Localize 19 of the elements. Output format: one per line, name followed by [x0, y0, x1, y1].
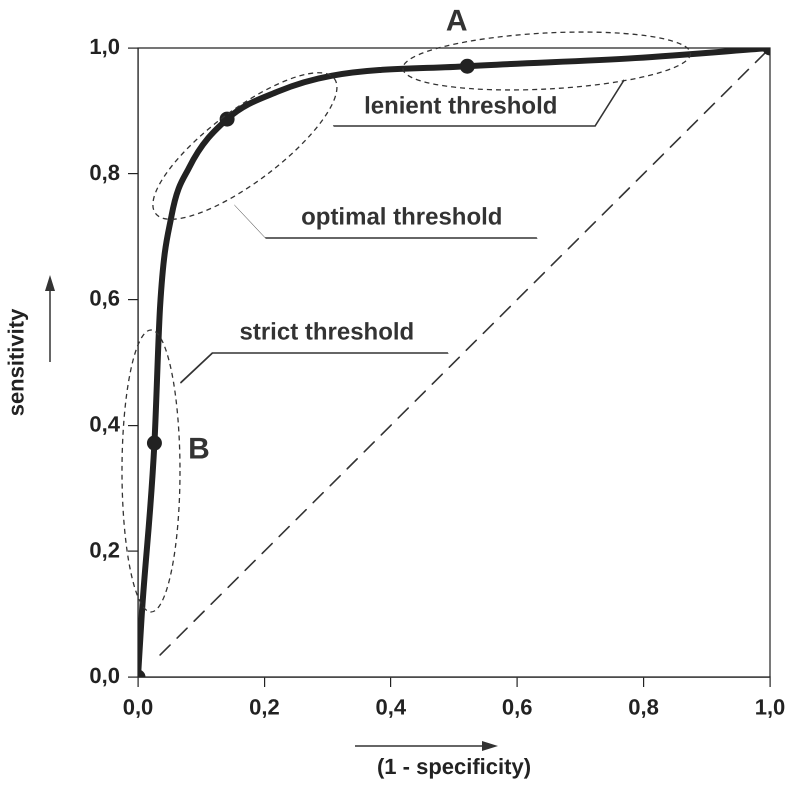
- annotation: B: [188, 432, 210, 466]
- y-tick-label: 0,6: [89, 286, 120, 311]
- x-tick-label: 0,0: [122, 694, 154, 720]
- x-tick-label: 0,6: [502, 694, 532, 720]
- y-axis-title: sensitivity: [3, 308, 28, 416]
- x-tick-label: 0,4: [376, 694, 407, 720]
- text: A: [446, 4, 468, 38]
- x-axis-title: (1 - specificity): [376, 754, 532, 779]
- annotation: strict threshold: [240, 318, 414, 346]
- x-tick-label: 0,8: [628, 694, 659, 720]
- y-tick-label: 0,8: [89, 160, 120, 185]
- x-tick-label: 0,2: [249, 694, 280, 720]
- y-tick-label: 0,4: [89, 411, 121, 436]
- x-tick-label: 1,0: [754, 694, 786, 720]
- annotation: lenient threshold: [364, 92, 558, 120]
- annotation: optimal threshold: [301, 204, 502, 231]
- y-tick-label: 0,0: [89, 663, 120, 688]
- y-tick-label: 1,0: [89, 34, 120, 60]
- y-tick-label: 0,2: [89, 537, 120, 562]
